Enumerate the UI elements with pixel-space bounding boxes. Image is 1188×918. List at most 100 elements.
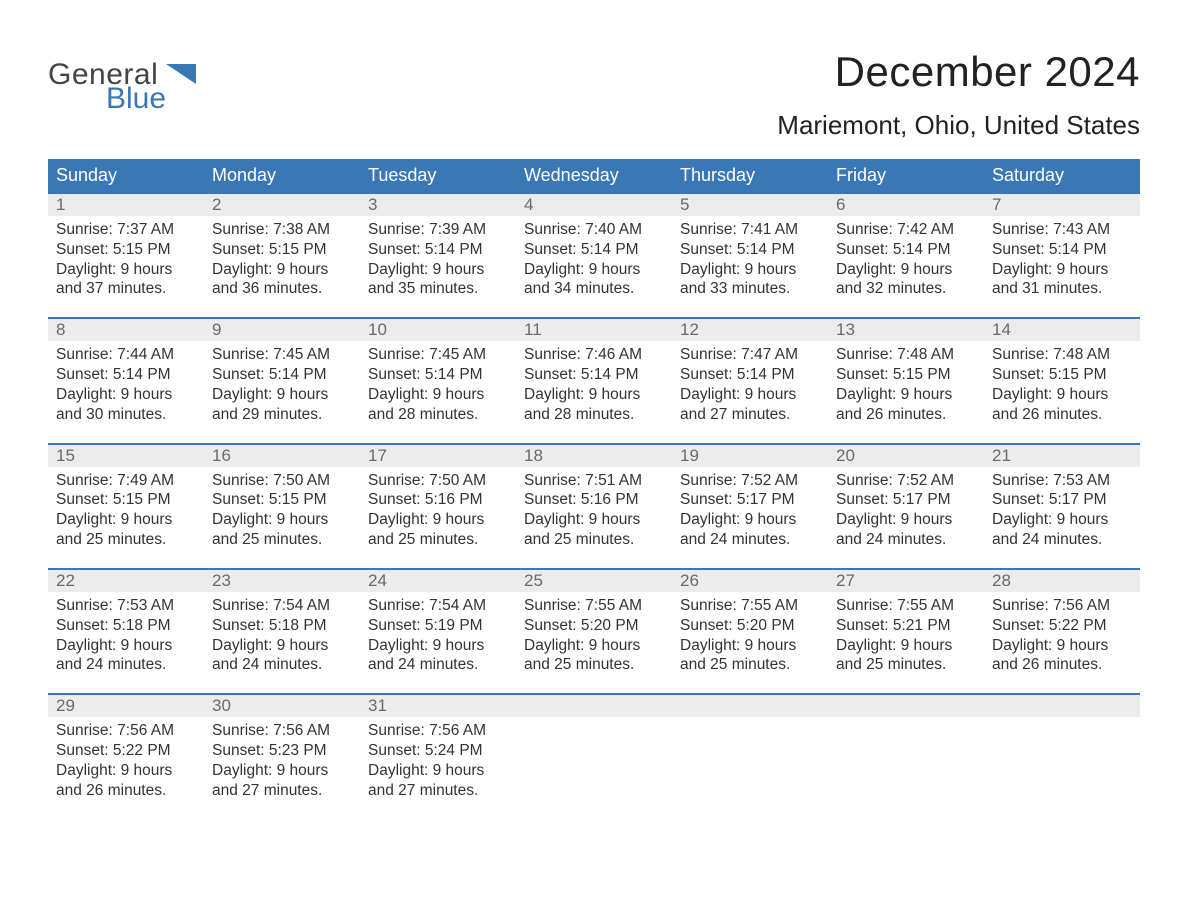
day-cell: Sunrise: 7:38 AMSunset: 5:15 PMDaylight:… bbox=[204, 216, 360, 299]
data-row: Sunrise: 7:49 AMSunset: 5:15 PMDaylight:… bbox=[48, 467, 1140, 550]
cell-dl1: Daylight: 9 hours bbox=[212, 761, 352, 781]
cell-sunset: Sunset: 5:22 PM bbox=[56, 741, 196, 761]
cell-dl2: and 33 minutes. bbox=[680, 279, 820, 299]
cell-dl1: Daylight: 9 hours bbox=[524, 636, 664, 656]
cell-dl2: and 25 minutes. bbox=[56, 530, 196, 550]
date-cell: 20 bbox=[828, 445, 984, 467]
header: General Blue December 2024 Mariemont, Oh… bbox=[48, 48, 1140, 141]
cell-dl2: and 24 minutes. bbox=[992, 530, 1132, 550]
day-cell: Sunrise: 7:54 AMSunset: 5:19 PMDaylight:… bbox=[360, 592, 516, 675]
week-row: 1234567Sunrise: 7:37 AMSunset: 5:15 PMDa… bbox=[48, 192, 1140, 299]
logo-text-bottom: Blue bbox=[106, 82, 166, 116]
date-cell: 3 bbox=[360, 194, 516, 216]
day-cell bbox=[672, 717, 828, 800]
cell-dl1: Daylight: 9 hours bbox=[680, 510, 820, 530]
location: Mariemont, Ohio, United States bbox=[777, 110, 1140, 141]
day-cell: Sunrise: 7:56 AMSunset: 5:22 PMDaylight:… bbox=[48, 717, 204, 800]
date-cell: 16 bbox=[204, 445, 360, 467]
cell-sunrise: Sunrise: 7:39 AM bbox=[368, 220, 508, 240]
day-cell: Sunrise: 7:39 AMSunset: 5:14 PMDaylight:… bbox=[360, 216, 516, 299]
day-cell: Sunrise: 7:45 AMSunset: 5:14 PMDaylight:… bbox=[360, 341, 516, 424]
cell-dl2: and 25 minutes. bbox=[212, 530, 352, 550]
cell-sunset: Sunset: 5:15 PM bbox=[836, 365, 976, 385]
logo-text: General Blue bbox=[48, 58, 166, 116]
cell-sunset: Sunset: 5:21 PM bbox=[836, 616, 976, 636]
cell-dl2: and 34 minutes. bbox=[524, 279, 664, 299]
day-cell bbox=[828, 717, 984, 800]
cell-sunset: Sunset: 5:23 PM bbox=[212, 741, 352, 761]
day-header-cell: Sunday bbox=[48, 159, 204, 192]
cell-sunrise: Sunrise: 7:45 AM bbox=[368, 345, 508, 365]
day-cell: Sunrise: 7:48 AMSunset: 5:15 PMDaylight:… bbox=[984, 341, 1140, 424]
cell-dl1: Daylight: 9 hours bbox=[992, 260, 1132, 280]
date-cell: 18 bbox=[516, 445, 672, 467]
day-cell: Sunrise: 7:37 AMSunset: 5:15 PMDaylight:… bbox=[48, 216, 204, 299]
cell-sunrise: Sunrise: 7:40 AM bbox=[524, 220, 664, 240]
cell-sunrise: Sunrise: 7:51 AM bbox=[524, 471, 664, 491]
day-header-cell: Monday bbox=[204, 159, 360, 192]
day-cell: Sunrise: 7:41 AMSunset: 5:14 PMDaylight:… bbox=[672, 216, 828, 299]
cell-sunrise: Sunrise: 7:56 AM bbox=[56, 721, 196, 741]
day-header-row: Sunday Monday Tuesday Wednesday Thursday… bbox=[48, 159, 1140, 192]
date-row: 891011121314 bbox=[48, 319, 1140, 341]
cell-sunset: Sunset: 5:15 PM bbox=[212, 240, 352, 260]
date-cell: 4 bbox=[516, 194, 672, 216]
day-cell: Sunrise: 7:56 AMSunset: 5:22 PMDaylight:… bbox=[984, 592, 1140, 675]
cell-sunset: Sunset: 5:24 PM bbox=[368, 741, 508, 761]
day-cell: Sunrise: 7:56 AMSunset: 5:23 PMDaylight:… bbox=[204, 717, 360, 800]
date-cell: 28 bbox=[984, 570, 1140, 592]
cell-dl2: and 26 minutes. bbox=[992, 405, 1132, 425]
cell-sunset: Sunset: 5:14 PM bbox=[368, 240, 508, 260]
cell-sunrise: Sunrise: 7:56 AM bbox=[212, 721, 352, 741]
cell-sunset: Sunset: 5:15 PM bbox=[992, 365, 1132, 385]
date-cell: 2 bbox=[204, 194, 360, 216]
cell-sunrise: Sunrise: 7:44 AM bbox=[56, 345, 196, 365]
date-cell: 6 bbox=[828, 194, 984, 216]
cell-sunrise: Sunrise: 7:49 AM bbox=[56, 471, 196, 491]
date-cell: 13 bbox=[828, 319, 984, 341]
day-cell: Sunrise: 7:53 AMSunset: 5:17 PMDaylight:… bbox=[984, 467, 1140, 550]
cell-sunrise: Sunrise: 7:47 AM bbox=[680, 345, 820, 365]
month-title: December 2024 bbox=[777, 48, 1140, 96]
cell-dl1: Daylight: 9 hours bbox=[368, 761, 508, 781]
cell-dl1: Daylight: 9 hours bbox=[524, 385, 664, 405]
cell-dl1: Daylight: 9 hours bbox=[368, 385, 508, 405]
cell-sunrise: Sunrise: 7:52 AM bbox=[836, 471, 976, 491]
cell-sunset: Sunset: 5:17 PM bbox=[680, 490, 820, 510]
date-cell: 19 bbox=[672, 445, 828, 467]
cell-dl2: and 37 minutes. bbox=[56, 279, 196, 299]
date-cell bbox=[984, 695, 1140, 717]
date-cell: 14 bbox=[984, 319, 1140, 341]
cell-sunset: Sunset: 5:19 PM bbox=[368, 616, 508, 636]
cell-dl2: and 28 minutes. bbox=[524, 405, 664, 425]
cell-sunrise: Sunrise: 7:46 AM bbox=[524, 345, 664, 365]
cell-dl2: and 35 minutes. bbox=[368, 279, 508, 299]
cell-sunrise: Sunrise: 7:54 AM bbox=[368, 596, 508, 616]
day-cell: Sunrise: 7:47 AMSunset: 5:14 PMDaylight:… bbox=[672, 341, 828, 424]
cell-sunset: Sunset: 5:14 PM bbox=[680, 365, 820, 385]
cell-dl2: and 27 minutes. bbox=[368, 781, 508, 801]
cell-dl2: and 24 minutes. bbox=[56, 655, 196, 675]
cell-sunrise: Sunrise: 7:42 AM bbox=[836, 220, 976, 240]
cell-sunset: Sunset: 5:14 PM bbox=[836, 240, 976, 260]
date-row: 22232425262728 bbox=[48, 570, 1140, 592]
cell-dl2: and 30 minutes. bbox=[56, 405, 196, 425]
day-cell: Sunrise: 7:55 AMSunset: 5:20 PMDaylight:… bbox=[672, 592, 828, 675]
week-row: 891011121314 Sunrise: 7:44 AM Sunset: 5:14… bbox=[48, 317, 1140, 424]
cell-dl1: Daylight: 9 hours bbox=[836, 260, 976, 280]
cell-sunset: Sunset: 5:14 PM bbox=[524, 365, 664, 385]
date-cell: 31 bbox=[360, 695, 516, 717]
cell-dl2: and 25 minutes. bbox=[524, 530, 664, 550]
cell-dl1: Daylight: 9 hours bbox=[680, 385, 820, 405]
cell-dl1: Daylight: 9 hours bbox=[56, 510, 196, 530]
cell-dl1: Daylight: 9 hours bbox=[524, 260, 664, 280]
cell-dl1: Daylight: 9 hours bbox=[212, 636, 352, 656]
cell-dl1: Daylight: 9 hours bbox=[56, 636, 196, 656]
cell-sunset: Sunset: 5:18 PM bbox=[56, 616, 196, 636]
cell-sunrise: Sunrise: 7:41 AM bbox=[680, 220, 820, 240]
day-cell: Sunrise: 7:52 AMSunset: 5:17 PMDaylight:… bbox=[828, 467, 984, 550]
day-cell: Sunrise: 7:43 AMSunset: 5:14 PMDaylight:… bbox=[984, 216, 1140, 299]
date-cell: 25 bbox=[516, 570, 672, 592]
weeks-container: 1234567Sunrise: 7:37 AMSunset: 5:15 PMDa… bbox=[48, 192, 1140, 801]
cell-dl2: and 27 minutes. bbox=[212, 781, 352, 801]
